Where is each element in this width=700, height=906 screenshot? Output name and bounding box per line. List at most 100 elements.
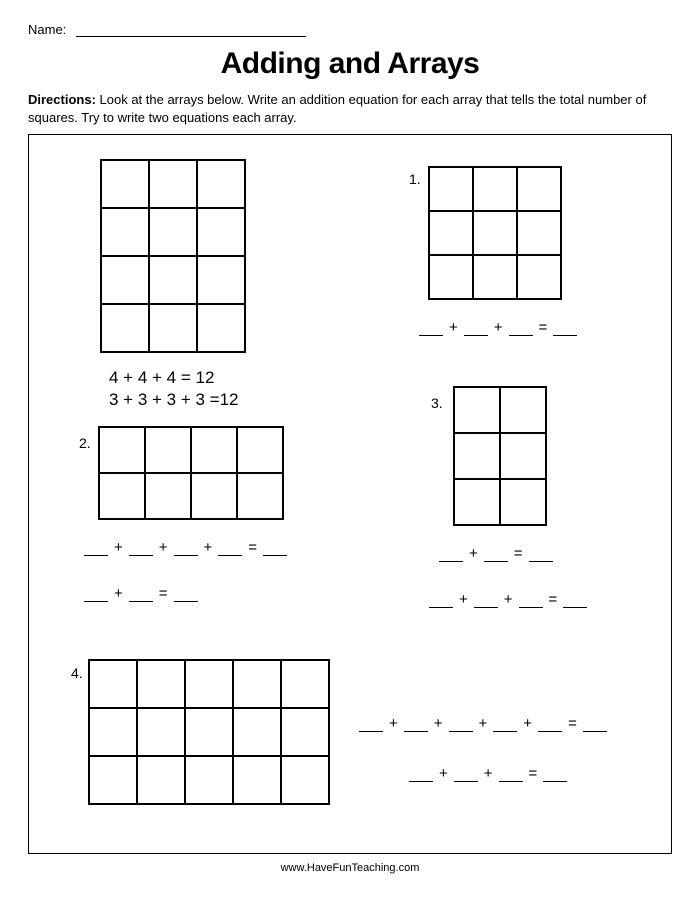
directions: Directions: Look at the arrays below. Wr… [28,91,672,126]
array-cell [88,659,138,709]
blank-input[interactable] [464,322,488,336]
array-cell [196,159,246,209]
problem-2-label: 2. [79,435,91,451]
blank-input[interactable] [84,542,108,556]
array-cell [280,755,330,805]
name-input-line[interactable] [76,36,306,37]
plus-op: + [112,539,125,556]
blank-input[interactable] [493,718,517,732]
plus-op: + [437,765,450,782]
plus-op: + [467,545,480,562]
array-cell [196,207,246,257]
blank-input[interactable] [84,588,108,602]
problem-1-array [429,167,561,299]
array-cell [516,210,562,256]
array-cell [184,755,234,805]
array-cell [232,707,282,757]
array-cell [196,255,246,305]
blank-input[interactable] [474,594,498,608]
blank-input[interactable] [419,322,443,336]
blank-input[interactable] [499,768,523,782]
problem-4-equation-0[interactable]: ++++= [359,715,607,732]
blank-result[interactable] [263,542,287,556]
plus-op: + [521,715,534,732]
directions-text: Look at the arrays below. Write an addit… [28,92,646,125]
blank-result[interactable] [543,768,567,782]
array-cell [196,303,246,353]
blank-input[interactable] [449,718,473,732]
array-cell [136,755,186,805]
equals-op: = [246,539,259,556]
plus-op: + [477,715,490,732]
blank-input[interactable] [439,548,463,562]
array-cell [232,659,282,709]
blank-result[interactable] [529,548,553,562]
blank-input[interactable] [509,322,533,336]
problem-4-equation-1[interactable]: + + = [409,765,567,782]
blank-input[interactable] [129,542,153,556]
blank-input[interactable] [429,594,453,608]
array-cell [98,472,146,520]
problem-3-equation-0[interactable]: += [439,545,553,562]
blank-result[interactable] [563,594,587,608]
problem-3-equation-1[interactable]: ++= [429,591,587,608]
problem-3-array [454,387,546,525]
plus-op: + [387,715,400,732]
problem-2-equation-1[interactable]: += [84,585,198,602]
array-cell [88,707,138,757]
array-cell [144,472,192,520]
name-row: Name: [28,22,672,37]
blank-input[interactable] [359,718,383,732]
array-cell [280,707,330,757]
blank-input[interactable] [484,548,508,562]
array-cell [232,755,282,805]
array-cell [136,659,186,709]
array-cell [499,432,547,480]
array-cell [98,426,146,474]
array-cell [148,159,198,209]
blank-result[interactable] [553,322,577,336]
blank-result[interactable] [174,588,198,602]
array-cell [148,255,198,305]
array-cell [453,478,501,526]
blank-input[interactable] [404,718,428,732]
plus-op: + [492,319,505,336]
array-cell [428,254,474,300]
array-cell [184,707,234,757]
array-cell [428,166,474,212]
problem-3-label: 3. [431,395,443,411]
array-cell [100,255,150,305]
problem-1-equation-0[interactable]: ++= [419,319,577,336]
blank-input[interactable] [409,768,433,782]
array-cell [144,426,192,474]
footer-text: www.HaveFunTeaching.com [28,862,672,874]
array-cell [472,166,518,212]
array-cell [516,254,562,300]
problem-2-equation-0[interactable]: +++= [84,539,287,556]
blank-input[interactable] [454,768,478,782]
array-cell [184,659,234,709]
equals-op: = [527,765,540,782]
plus-op: + [482,765,495,782]
blank-input[interactable] [538,718,562,732]
array-cell [100,303,150,353]
plus-op: + [432,715,445,732]
blank-input[interactable] [174,542,198,556]
blank-input[interactable] [129,588,153,602]
plus-op: + [447,319,460,336]
plus-op: + [502,591,515,608]
example-array [101,160,245,352]
array-cell [100,207,150,257]
array-cell [148,303,198,353]
plus-op: + [202,539,215,556]
array-cell [453,432,501,480]
array-cell [236,426,284,474]
directions-prefix: Directions: [28,92,96,107]
blank-input[interactable] [519,594,543,608]
blank-result[interactable] [583,718,607,732]
array-cell [148,207,198,257]
equals-op: = [157,585,170,602]
blank-input[interactable] [218,542,242,556]
array-cell [88,755,138,805]
plus-op: + [457,591,470,608]
